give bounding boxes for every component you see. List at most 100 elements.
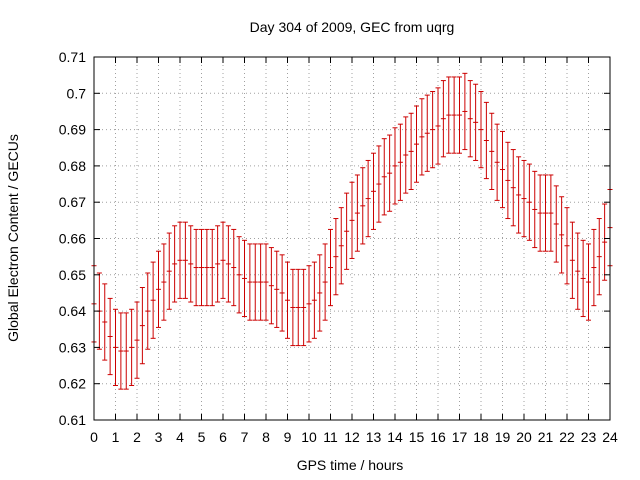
y-tick-label: 0.66 (59, 231, 86, 247)
x-tick-label: 22 (559, 429, 575, 445)
error-bar (446, 76, 452, 154)
x-tick-label: 24 (602, 429, 618, 445)
y-tick-label: 0.62 (59, 376, 86, 392)
x-tick-label: 18 (473, 429, 489, 445)
error-bar (543, 174, 548, 252)
x-tick-label: 21 (538, 429, 554, 445)
x-tick-label: 12 (344, 429, 360, 445)
y-tick-label: 0.67 (59, 194, 86, 210)
error-bar (354, 174, 360, 252)
y-tick-label: 0.64 (59, 303, 86, 319)
error-bar (209, 228, 215, 307)
error-bar (462, 72, 468, 151)
error-bar (397, 123, 403, 201)
y-axis-label: Global Electron Content / GECUs (5, 134, 21, 342)
error-bar (510, 149, 516, 227)
error-bar (483, 101, 489, 180)
x-tick-label: 9 (284, 429, 292, 445)
error-bar (306, 265, 312, 343)
error-bar (220, 221, 226, 299)
x-tick-label: 7 (241, 429, 249, 445)
error-bar (295, 268, 301, 347)
error-bar (129, 308, 135, 387)
error-bar (532, 170, 538, 249)
error-bar (365, 159, 371, 238)
error-bar (258, 243, 264, 321)
error-bar (301, 268, 307, 347)
x-tick-label: 23 (581, 429, 597, 445)
error-bar (575, 232, 581, 310)
x-tick-label: 6 (219, 429, 227, 445)
error-bar (322, 243, 328, 321)
x-tick-label: 17 (452, 429, 468, 445)
error-bar (387, 134, 393, 212)
error-bar (553, 185, 559, 263)
error-bar (371, 152, 376, 230)
y-tick-label: 0.61 (59, 412, 86, 428)
x-tick-label: 13 (366, 429, 382, 445)
x-axis-label: GPS time / hours (297, 457, 404, 473)
x-tick-label: 16 (430, 429, 446, 445)
error-bar (107, 297, 113, 376)
error-bar (537, 174, 543, 252)
error-bar (279, 254, 285, 332)
error-bar (392, 127, 398, 205)
error-bar (333, 218, 339, 296)
error-bar (526, 163, 532, 241)
y-tick-label: 0.7 (67, 85, 87, 101)
y-tick-label: 0.65 (59, 267, 86, 283)
x-tick-label: 8 (262, 429, 270, 445)
error-bar (505, 141, 511, 220)
error-bar (586, 243, 591, 321)
error-bar (408, 112, 414, 190)
error-bar (328, 228, 333, 307)
error-bar (134, 301, 140, 379)
error-bar (564, 207, 570, 285)
data-series (91, 72, 613, 390)
error-bar (161, 243, 167, 321)
error-bar (569, 221, 575, 299)
error-bar (467, 80, 473, 158)
error-bar (274, 250, 280, 328)
error-bar (419, 98, 425, 176)
error-bar (580, 239, 586, 318)
x-tick-label: 14 (387, 429, 403, 445)
error-bar (166, 232, 172, 310)
y-tick-label: 0.63 (59, 339, 86, 355)
error-bar (252, 243, 258, 321)
error-bar (145, 272, 151, 350)
error-bar (435, 87, 441, 165)
x-tick-label: 0 (90, 429, 98, 445)
error-bar (338, 207, 344, 285)
chart-title: Day 304 of 2009, GEC from uqrg (250, 19, 455, 35)
error-bar (268, 247, 274, 325)
error-bar (263, 243, 269, 321)
error-bar (414, 105, 419, 183)
error-bar (602, 203, 608, 281)
x-tick-label: 4 (176, 429, 184, 445)
error-bar (591, 228, 597, 307)
error-bar (596, 218, 602, 296)
error-bar (123, 312, 129, 390)
x-tick-label: 1 (112, 429, 120, 445)
x-tick-label: 3 (155, 429, 163, 445)
error-bar (457, 76, 462, 154)
error-bar (430, 90, 436, 169)
error-bar (139, 287, 145, 365)
error-bar (311, 261, 317, 339)
error-bar (172, 225, 178, 303)
error-bar (156, 250, 161, 328)
error-bar (478, 90, 484, 169)
error-bar (489, 112, 495, 190)
error-bar (247, 243, 253, 321)
x-tick-label: 15 (409, 429, 425, 445)
y-tick-label: 0.68 (59, 158, 86, 174)
error-bar (548, 174, 554, 252)
error-bar (188, 225, 194, 303)
error-bar (231, 228, 237, 307)
error-bar (344, 192, 350, 270)
error-bar (381, 138, 387, 216)
error-bar (285, 261, 290, 339)
error-bar (317, 254, 323, 332)
